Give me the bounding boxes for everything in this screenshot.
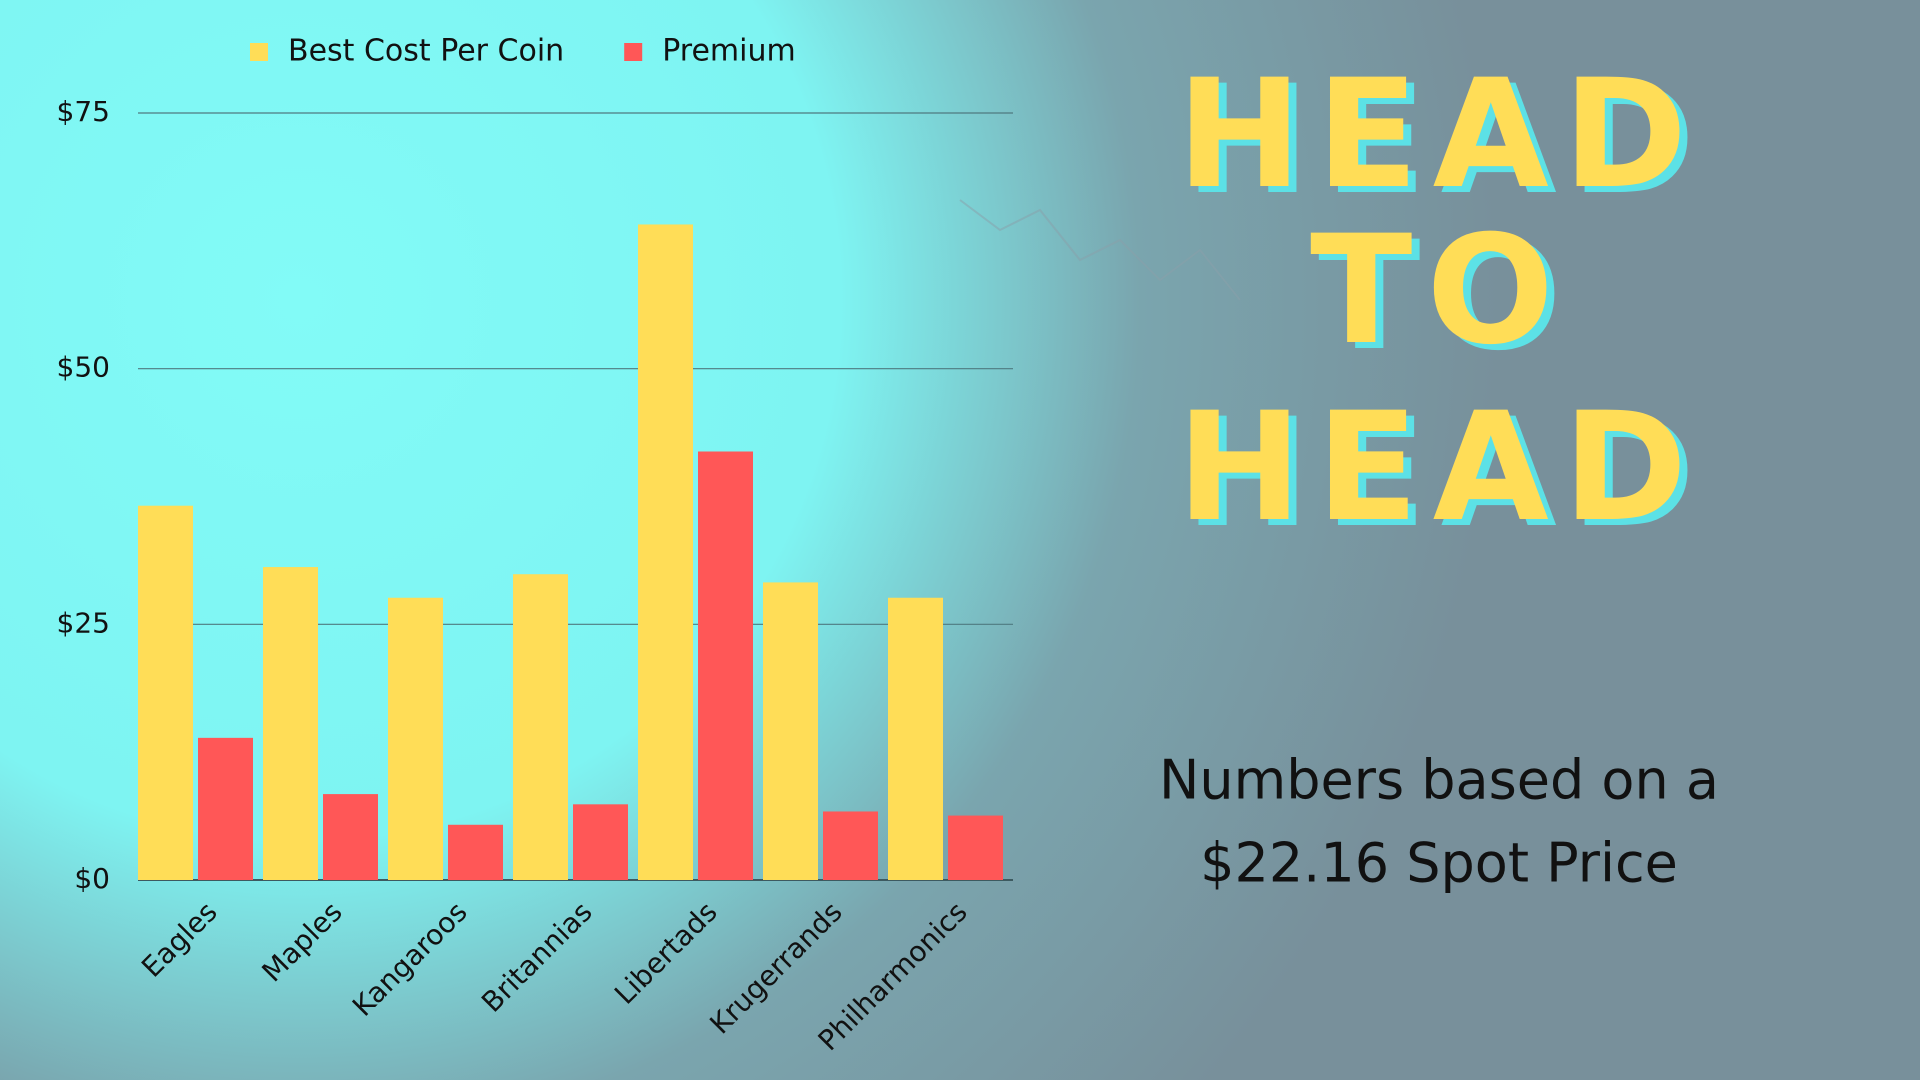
headline-shadow: HEAD: [1185, 387, 1710, 561]
y-tick-label: $0: [74, 862, 110, 895]
subtitle: $22.16 Spot Price: [1200, 832, 1678, 895]
bar: [948, 815, 1003, 880]
headline-text: TO: [1310, 204, 1568, 378]
bar: [263, 567, 318, 880]
legend-swatch: [624, 43, 643, 61]
subtitle: Numbers based on a: [1159, 749, 1719, 812]
legend-label: Premium: [662, 34, 796, 69]
headline-shadow: HEAD: [1185, 54, 1710, 228]
bar: [823, 811, 878, 880]
bar: [388, 597, 443, 880]
background-decoration: [959, 199, 1241, 301]
headline-text: HEAD: [1177, 381, 1702, 555]
bar: [198, 737, 253, 880]
bar: [698, 451, 753, 880]
bar: [763, 582, 818, 880]
legend-label: Best Cost Per Coin: [288, 34, 564, 69]
y-tick-label: $50: [57, 351, 110, 384]
y-tick-label: $75: [57, 95, 110, 128]
legend-swatch: [250, 43, 268, 61]
y-tick-label: $25: [57, 606, 110, 639]
bar: [638, 224, 693, 880]
headline-shadow: TO: [1318, 210, 1576, 384]
bar: [513, 574, 568, 880]
bar: [138, 505, 193, 880]
headline-text: HEAD: [1177, 48, 1702, 222]
bar: [323, 794, 378, 880]
bar: [448, 824, 503, 880]
bar: [888, 597, 943, 880]
bar: [573, 804, 628, 880]
